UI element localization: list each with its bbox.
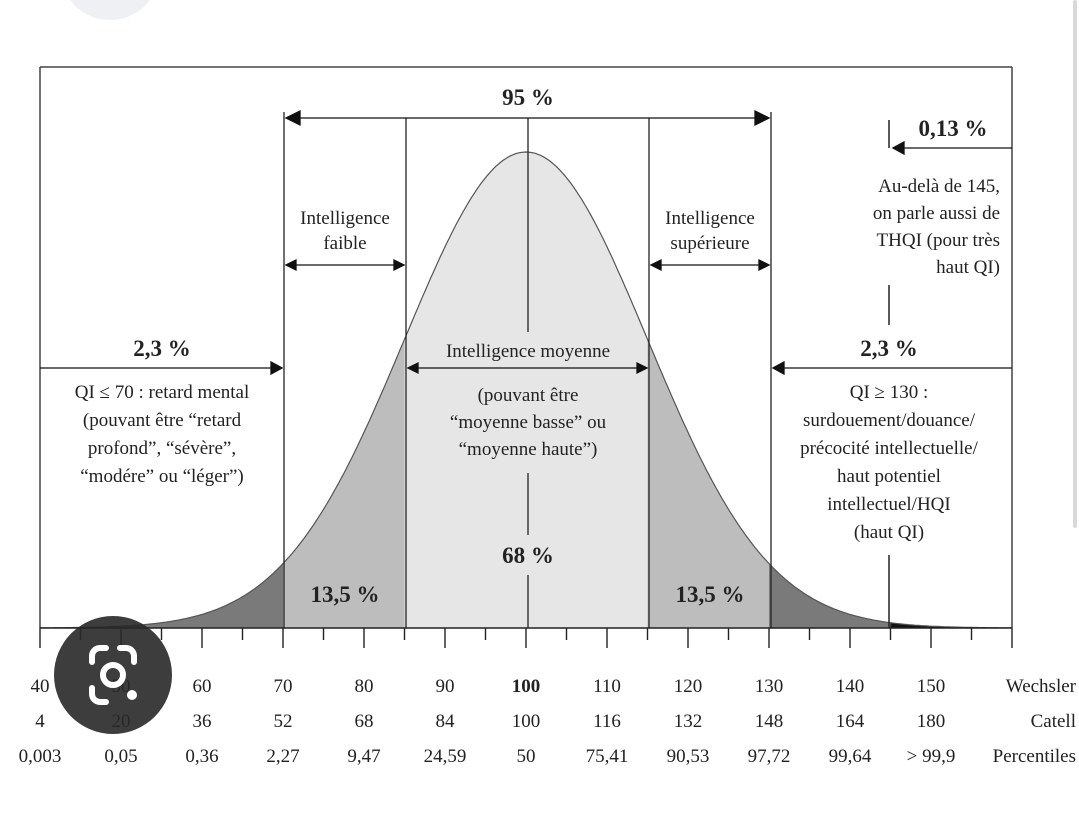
scale-catell-value: 148 xyxy=(755,711,784,732)
scale-catell-value: 4 xyxy=(35,711,45,732)
axis-ticks xyxy=(39,627,1013,648)
arrow-95-left-head xyxy=(284,109,301,127)
thqi-line-3: THQI (pour très xyxy=(877,230,1000,251)
thqi-line-4: haut QI) xyxy=(936,257,1000,278)
right-desc-2: surdouement/douance/ xyxy=(803,410,976,431)
scale-percentiles-value: 0,003 xyxy=(19,746,62,767)
area-130-145 xyxy=(769,563,891,628)
arrow-faible-right-head xyxy=(393,258,406,272)
arrow-moyenne-left-head xyxy=(406,361,419,375)
scale-percentiles-value: 90,53 xyxy=(667,746,710,767)
area-85-115 xyxy=(404,152,648,628)
area-tail-right xyxy=(890,622,1012,628)
scale-catell-value: 100 xyxy=(512,711,541,732)
region-center-68: 68 % xyxy=(502,543,554,568)
scale-wechsler-value: 80 xyxy=(355,676,374,697)
lens-camera-icon xyxy=(89,645,137,705)
lens-search-button[interactable] xyxy=(54,616,172,734)
scale-catell-name: Catell xyxy=(1031,711,1076,732)
scale-wechsler-value: 120 xyxy=(674,676,703,697)
scale-percentiles-value: 97,72 xyxy=(748,746,791,767)
scale-rows: 40 50 60 70 80 90 100 110 120 130 140 150 Wechsler 4 2… xyxy=(19,676,1077,767)
label-left-23: 2,3 % xyxy=(133,336,191,361)
scale-wechsler-value: 70 xyxy=(274,676,293,697)
left-desc-1: QI ≤ 70 : retard mental xyxy=(75,382,250,403)
scale-wechsler-value: 140 xyxy=(836,676,865,697)
moyenne-desc-3: “moyenne haute”) xyxy=(459,439,598,460)
region-left-135: 13,5 % xyxy=(311,582,380,607)
arrow-right-tail-head xyxy=(771,360,785,376)
arrow-moyenne-right-head xyxy=(636,361,649,375)
scale-wechsler-value: 130 xyxy=(755,676,784,697)
sup-line-1: Intelligence xyxy=(665,208,755,229)
scale-percentiles-value: > 99,9 xyxy=(907,746,956,767)
arrow-95-right-head xyxy=(754,109,771,127)
arrow-sup-right-head xyxy=(758,258,771,272)
thqi-line-1: Au-delà de 145, xyxy=(878,176,1000,197)
label-95: 95 % xyxy=(502,85,554,110)
curve-shading xyxy=(40,152,1012,628)
scale-percentiles-value: 0,36 xyxy=(185,746,218,767)
scale-percentiles-value: 99,64 xyxy=(829,746,872,767)
region-right-135: 13,5 % xyxy=(676,582,745,607)
scale-percentiles-value: 50 xyxy=(517,746,536,767)
scale-percentiles-value: 0,05 xyxy=(104,746,137,767)
faible-line-1: Intelligence xyxy=(300,208,390,229)
scale-catell-value: 164 xyxy=(836,711,865,732)
scale-catell-value: 180 xyxy=(917,711,946,732)
right-desc-5: intellectuel/HQI xyxy=(827,494,950,515)
scale-wechsler-value: 90 xyxy=(436,676,455,697)
scale-percentiles-value: 24,59 xyxy=(424,746,467,767)
bell-curve-line xyxy=(40,151,1012,629)
right-desc-3: précocité intellectuelle/ xyxy=(800,438,978,459)
left-desc-2: (pouvant être “retard xyxy=(83,410,242,431)
right-desc-1: QI ≥ 130 : xyxy=(850,382,929,403)
arrow-sup-left-head xyxy=(649,258,662,272)
label-013: 0,13 % xyxy=(919,116,988,141)
thqi-line-2: on parle aussi de xyxy=(873,203,1000,224)
arrow-013-head xyxy=(891,140,905,156)
left-desc-3: profond”, “sévère”, xyxy=(88,438,236,459)
right-desc-6: (haut QI) xyxy=(854,522,924,543)
label-right-23: 2,3 % xyxy=(860,336,918,361)
moyenne-desc-1: (pouvant être xyxy=(478,385,579,406)
scale-catell-value: 52 xyxy=(274,711,293,732)
moyenne-title: Intelligence moyenne xyxy=(446,341,610,362)
scale-percentiles-value: 75,41 xyxy=(586,746,629,767)
scale-catell-value: 116 xyxy=(593,711,621,732)
right-desc-4: haut potentiel xyxy=(837,466,941,487)
scale-wechsler-value: 110 xyxy=(593,676,621,697)
scale-catell-value: 132 xyxy=(674,711,703,732)
scale-percentiles-value: 2,27 xyxy=(266,746,299,767)
sup-line-2: supérieure xyxy=(670,233,749,254)
scale-percentiles-value: 9,47 xyxy=(347,746,380,767)
scale-catell-value: 36 xyxy=(193,711,212,732)
scale-wechsler-value: 150 xyxy=(917,676,946,697)
scale-catell-value: 68 xyxy=(355,711,374,732)
area-tail-left xyxy=(40,563,283,628)
scale-catell-value: 84 xyxy=(436,711,456,732)
scrollbar[interactable] xyxy=(1073,0,1077,528)
arrow-faible-left-head xyxy=(284,258,297,272)
faible-line-2: faible xyxy=(323,233,366,254)
scale-wechsler-value: 60 xyxy=(193,676,212,697)
scale-wechsler-value: 100 xyxy=(512,676,541,697)
scale-wechsler-name: Wechsler xyxy=(1006,676,1077,697)
scale-percentiles-name: Percentiles xyxy=(993,746,1076,767)
arrow-left-tail-head xyxy=(270,360,284,376)
left-desc-4: “modére” ou “léger”) xyxy=(80,466,244,487)
moyenne-desc-2: “moyenne basse” ou xyxy=(450,412,607,433)
scale-wechsler-value: 40 xyxy=(31,676,50,697)
